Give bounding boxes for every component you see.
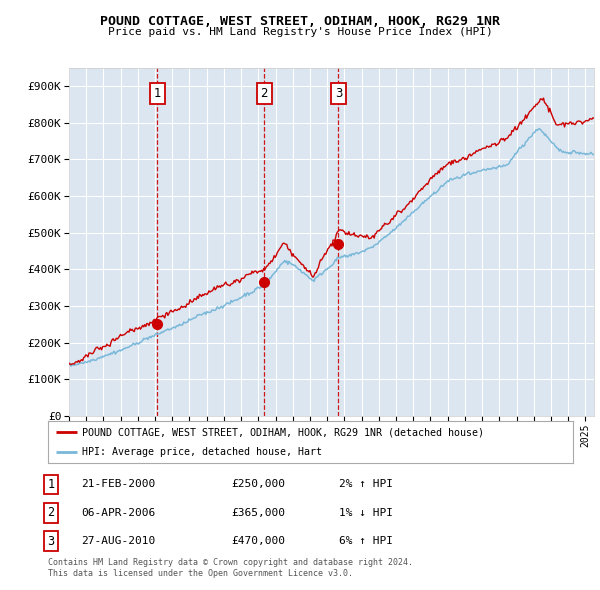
Text: POUND COTTAGE, WEST STREET, ODIHAM, HOOK, RG29 1NR: POUND COTTAGE, WEST STREET, ODIHAM, HOOK…: [100, 15, 500, 28]
Text: 6% ↑ HPI: 6% ↑ HPI: [339, 536, 393, 546]
Text: 2: 2: [260, 87, 268, 100]
Text: 2% ↑ HPI: 2% ↑ HPI: [339, 480, 393, 489]
Text: Price paid vs. HM Land Registry's House Price Index (HPI): Price paid vs. HM Land Registry's House …: [107, 27, 493, 37]
Text: 3: 3: [47, 535, 55, 548]
Text: £365,000: £365,000: [231, 508, 285, 517]
Text: 2: 2: [47, 506, 55, 519]
Text: 1% ↓ HPI: 1% ↓ HPI: [339, 508, 393, 517]
Text: Contains HM Land Registry data © Crown copyright and database right 2024.
This d: Contains HM Land Registry data © Crown c…: [48, 558, 413, 578]
Text: 06-APR-2006: 06-APR-2006: [81, 508, 155, 517]
Text: HPI: Average price, detached house, Hart: HPI: Average price, detached house, Hart: [82, 447, 322, 457]
Text: £250,000: £250,000: [231, 480, 285, 489]
Text: 21-FEB-2000: 21-FEB-2000: [81, 480, 155, 489]
Text: 1: 1: [154, 87, 161, 100]
Text: 27-AUG-2010: 27-AUG-2010: [81, 536, 155, 546]
Text: 3: 3: [335, 87, 342, 100]
Text: £470,000: £470,000: [231, 536, 285, 546]
Text: POUND COTTAGE, WEST STREET, ODIHAM, HOOK, RG29 1NR (detached house): POUND COTTAGE, WEST STREET, ODIHAM, HOOK…: [82, 427, 484, 437]
Text: 1: 1: [47, 478, 55, 491]
